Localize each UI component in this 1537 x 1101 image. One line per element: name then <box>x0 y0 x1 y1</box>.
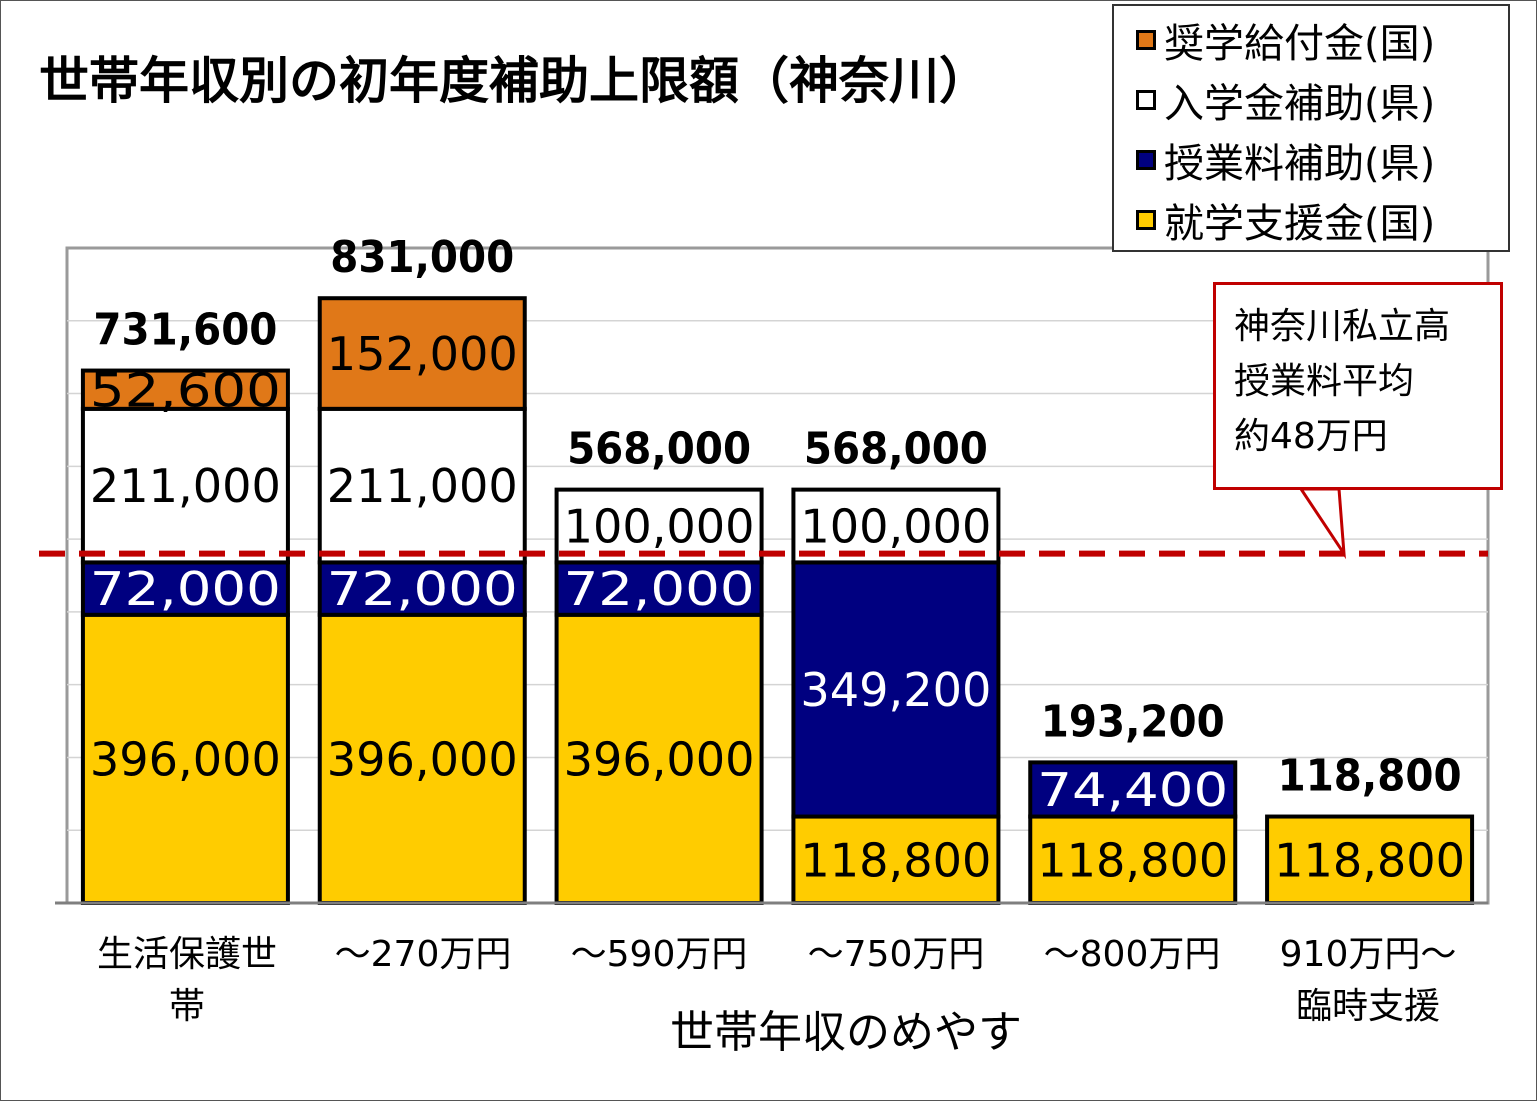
data-label: 72,000 <box>327 562 518 616</box>
total-label: 193,200 <box>1041 696 1225 747</box>
legend-item-scholarship: 奨学給付金(国) <box>1136 10 1508 70</box>
bar-segment <box>317 296 527 411</box>
legend: 奨学給付金(国) 入学金補助(県) 授業料補助(県) 就学支援金(国) <box>1112 4 1510 252</box>
bar-segment <box>1028 760 1238 819</box>
legend-item-support: 就学支援金(国) <box>1136 190 1508 250</box>
data-label: 72,000 <box>90 562 281 616</box>
legend-label: 授業料補助(県) <box>1164 141 1436 187</box>
total-label: 568,000 <box>804 424 988 475</box>
data-label: 211,000 <box>327 459 518 513</box>
bar-segment <box>1028 814 1238 905</box>
bar-segment <box>554 487 764 565</box>
total-label: 731,600 <box>93 305 277 356</box>
callout-line: 授業料平均 <box>1234 361 1415 402</box>
x-tick-label: ～270万円 <box>313 929 533 981</box>
callout-line: 神奈川私立高 <box>1234 306 1451 347</box>
x-tick-line: 生活保護世 <box>96 934 277 975</box>
data-label: 72,000 <box>564 562 755 616</box>
average-tuition-callout: 神奈川私立高 授業料平均 約48万円 <box>1213 282 1503 490</box>
bar-segment <box>80 368 290 411</box>
data-label: 52,600 <box>90 363 281 417</box>
legend-item-tuition: 授業料補助(県) <box>1136 130 1508 190</box>
bar-segment <box>791 814 1001 905</box>
total-label: 831,000 <box>330 232 514 283</box>
data-label: 100,000 <box>564 500 755 554</box>
x-tick-label: ～800万円 <box>1022 929 1242 981</box>
callout-line: 約48万円 <box>1234 416 1388 457</box>
data-label: 152,000 <box>327 327 518 381</box>
legend-swatch <box>1136 30 1156 50</box>
bar-segment <box>317 560 527 617</box>
x-tick-line: 910万円～ <box>1279 934 1457 975</box>
total-label: 118,800 <box>1278 751 1462 802</box>
x-tick-label: 910万円～ 臨時支援 <box>1258 929 1478 1033</box>
legend-label: 就学支援金(国) <box>1164 201 1436 247</box>
legend-label: 入学金補助(県) <box>1164 81 1436 127</box>
x-tick-line: ～750万円 <box>807 934 985 975</box>
data-label: 100,000 <box>800 500 991 554</box>
data-label: 211,000 <box>90 459 281 513</box>
x-tick-line: ～590万円 <box>570 934 748 975</box>
data-label: 118,800 <box>1274 833 1465 887</box>
bar-segment <box>791 560 1001 819</box>
legend-swatch <box>1136 150 1156 170</box>
data-label: 349,200 <box>800 663 991 717</box>
x-tick-line: 臨時支援 <box>1295 986 1440 1027</box>
bar-segment <box>791 487 1001 565</box>
data-label: 74,400 <box>1037 763 1228 817</box>
bar-segment <box>80 406 290 565</box>
bar-segment <box>80 560 290 617</box>
x-tick-line: ～800万円 <box>1043 934 1221 975</box>
x-tick-label: ～590万円 <box>549 929 769 981</box>
x-tick-line: ～270万円 <box>334 934 512 975</box>
chart-title: 世帯年収別の初年度補助上限額（神奈川） <box>39 52 989 110</box>
x-tick-label: 生活保護世 帯 <box>77 929 297 1033</box>
data-label: 396,000 <box>564 732 755 786</box>
bar-segment <box>554 612 764 905</box>
legend-item-admission: 入学金補助(県) <box>1136 70 1508 130</box>
bar-segment <box>1265 814 1475 905</box>
x-tick-line: 帯 <box>168 986 205 1027</box>
x-tick-label: ～750万円 <box>786 929 1006 981</box>
legend-label: 奨学給付金(国) <box>1164 21 1436 67</box>
bar-segment <box>317 612 527 905</box>
total-label: 568,000 <box>567 424 751 475</box>
legend-swatch <box>1136 90 1156 110</box>
data-label: 118,800 <box>800 833 991 887</box>
data-label: 118,800 <box>1037 833 1228 887</box>
legend-swatch <box>1136 210 1156 230</box>
data-label: 396,000 <box>327 732 518 786</box>
data-label: 396,000 <box>90 732 281 786</box>
x-axis-title: 世帯年収のめやす <box>670 1007 1022 1058</box>
